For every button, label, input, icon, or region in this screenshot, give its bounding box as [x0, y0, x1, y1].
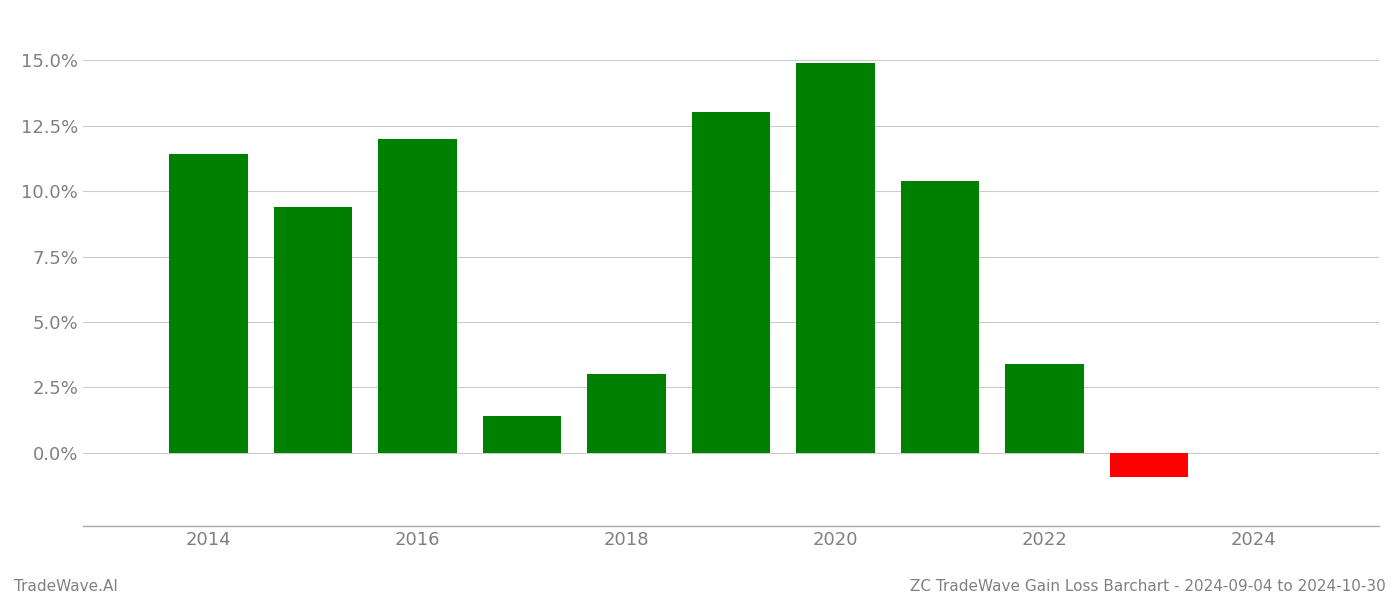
Bar [1110, 453, 1189, 476]
Bar [692, 112, 770, 453]
Bar [274, 207, 353, 453]
Bar [797, 63, 875, 453]
Bar [378, 139, 456, 453]
Bar [902, 181, 980, 453]
Text: ZC TradeWave Gain Loss Barchart - 2024-09-04 to 2024-10-30: ZC TradeWave Gain Loss Barchart - 2024-0… [910, 579, 1386, 594]
Bar [588, 374, 666, 453]
Bar [1005, 364, 1084, 453]
Text: TradeWave.AI: TradeWave.AI [14, 579, 118, 594]
Bar [483, 416, 561, 453]
Bar [169, 154, 248, 453]
